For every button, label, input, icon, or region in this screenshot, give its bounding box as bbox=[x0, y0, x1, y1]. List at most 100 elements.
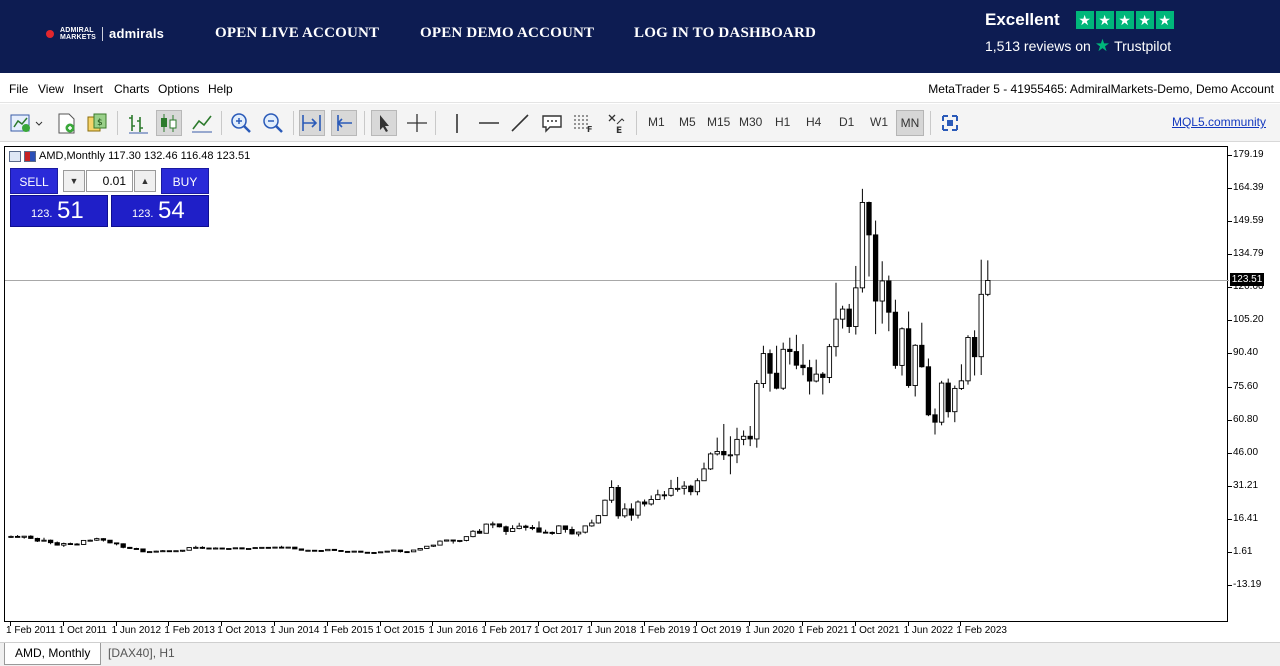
timeframe-d1[interactable]: D1 bbox=[839, 115, 855, 129]
fibonacci-button[interactable]: F bbox=[570, 110, 596, 136]
candle bbox=[305, 549, 311, 552]
timeframe-h4[interactable]: H4 bbox=[806, 115, 822, 129]
candle bbox=[358, 550, 364, 553]
timeframe-h1[interactable]: H1 bbox=[775, 115, 791, 129]
auto-scroll-button[interactable] bbox=[299, 110, 325, 136]
candle bbox=[734, 427, 740, 464]
objects-button[interactable]: E bbox=[603, 110, 629, 136]
candle bbox=[536, 521, 542, 533]
tab-dax40-h1[interactable]: [DAX40], H1 bbox=[108, 646, 175, 660]
candle bbox=[905, 311, 912, 388]
volume-input[interactable]: 0.01 bbox=[86, 170, 133, 192]
cursor-button[interactable] bbox=[371, 110, 397, 136]
text-label-button[interactable] bbox=[539, 110, 565, 136]
menu-options[interactable]: Options bbox=[158, 82, 200, 96]
candle bbox=[945, 378, 951, 418]
candle bbox=[186, 547, 192, 551]
date-axis-label: 1 Feb 2021 bbox=[798, 625, 849, 636]
price-tick bbox=[1228, 221, 1232, 223]
candle bbox=[740, 430, 747, 446]
trustpilot-brand: Trustpilot bbox=[1114, 38, 1172, 54]
price-axis-label: 120.00 bbox=[1233, 281, 1264, 293]
candle bbox=[925, 358, 932, 417]
zoom-in-button[interactable] bbox=[228, 110, 254, 136]
candle bbox=[54, 541, 60, 546]
mql5-community-link[interactable]: MQL5.community bbox=[1171, 115, 1266, 129]
candle bbox=[160, 550, 166, 553]
timeframe-m15[interactable]: M15 bbox=[707, 115, 731, 129]
buy-button[interactable]: BUY bbox=[161, 168, 209, 194]
date-axis-label: 1 Feb 2017 bbox=[481, 625, 532, 636]
line-chart-icon bbox=[192, 115, 212, 133]
candlestick-chart[interactable] bbox=[5, 147, 1229, 623]
chart-window[interactable]: AMD,Monthly 117.30 132.46 116.48 123.51 … bbox=[4, 146, 1280, 642]
trustpilot-widget[interactable]: Excellent ★ ★ ★ ★ ★ 1,513 reviews on ★ T… bbox=[985, 10, 1185, 56]
horizontal-line-button[interactable] bbox=[476, 110, 502, 136]
candle bbox=[932, 408, 938, 435]
candle bbox=[806, 359, 813, 395]
symbol-flag-icon bbox=[24, 150, 36, 162]
candle bbox=[635, 500, 641, 519]
date-tick bbox=[274, 622, 275, 626]
menu-file[interactable]: File bbox=[9, 82, 29, 96]
objects-icon: E bbox=[608, 114, 625, 134]
chart-shift-button[interactable] bbox=[331, 110, 357, 136]
candlestick-button[interactable] bbox=[156, 110, 182, 136]
timeframe-m5[interactable]: M5 bbox=[679, 115, 696, 129]
zoom-out-button[interactable] bbox=[260, 110, 286, 136]
menu-insert[interactable]: Insert bbox=[73, 82, 104, 96]
line-chart-button[interactable] bbox=[189, 110, 215, 136]
price-tick bbox=[1228, 585, 1232, 586]
date-axis-label: 1 Jun 2020 bbox=[745, 625, 795, 636]
date-axis-label: 1 Feb 2011 bbox=[6, 625, 56, 636]
timeframe-w1[interactable]: W1 bbox=[870, 115, 888, 129]
zoom-out-icon bbox=[263, 113, 283, 133]
candle bbox=[602, 499, 608, 517]
menu-charts[interactable]: Charts bbox=[114, 82, 150, 96]
candle bbox=[661, 491, 668, 500]
tab-amd-monthly[interactable]: AMD, Monthly bbox=[4, 643, 102, 665]
price-axis-label: 90.40 bbox=[1233, 347, 1259, 359]
admirals-logo[interactable]: ADMIRAL MARKETS admirals bbox=[46, 26, 164, 41]
bar-chart-button[interactable] bbox=[125, 110, 151, 136]
new-order-button[interactable] bbox=[53, 110, 79, 136]
candle bbox=[628, 503, 635, 521]
new-chart-button[interactable] bbox=[8, 110, 44, 136]
candle bbox=[529, 525, 536, 531]
candle bbox=[199, 546, 206, 549]
open-live-account-link[interactable]: OPEN LIVE ACCOUNT bbox=[215, 25, 380, 41]
volume-increase-button[interactable]: ▲ bbox=[134, 170, 156, 192]
date-axis-label: 1 Oct 2021 bbox=[850, 625, 900, 636]
trustpilot-reviews: 1,513 reviews on bbox=[985, 38, 1091, 54]
candle bbox=[483, 523, 489, 534]
date-axis-label: 1 Jun 2014 bbox=[270, 625, 320, 636]
candle bbox=[74, 543, 80, 546]
trendline-button[interactable] bbox=[507, 110, 533, 136]
price-axis-label: 164.39 bbox=[1233, 182, 1264, 194]
fullscreen-button[interactable] bbox=[937, 110, 963, 136]
login-dashboard-link[interactable]: LOG IN TO DASHBOARD bbox=[634, 25, 817, 41]
candle bbox=[351, 550, 357, 553]
logo-line-1: ADMIRAL bbox=[60, 26, 94, 34]
timeframe-m30[interactable]: M30 bbox=[739, 115, 763, 129]
chart-plot-area[interactable]: AMD,Monthly 117.30 132.46 116.48 123.51 … bbox=[4, 146, 1229, 623]
market-watch-button[interactable]: $ bbox=[84, 110, 110, 136]
crosshair-button[interactable] bbox=[404, 110, 430, 136]
candle bbox=[318, 550, 324, 552]
date-axis-label: 1 Jun 2012 bbox=[111, 625, 162, 636]
ask-price[interactable]: 123. 54 bbox=[111, 195, 209, 227]
candle bbox=[668, 479, 674, 497]
volume-decrease-button[interactable]: ▼ bbox=[63, 170, 85, 192]
menu-help[interactable]: Help bbox=[208, 82, 233, 96]
menu-view[interactable]: View bbox=[38, 82, 64, 96]
vertical-line-button[interactable] bbox=[444, 110, 470, 136]
sell-button[interactable]: SELL bbox=[10, 168, 58, 194]
timeframe-mn[interactable]: MN bbox=[896, 110, 924, 136]
candle bbox=[589, 519, 595, 527]
candle bbox=[179, 549, 186, 552]
bid-price[interactable]: 123. 51 bbox=[10, 195, 108, 227]
open-demo-account-link[interactable]: OPEN DEMO ACCOUNT bbox=[420, 25, 595, 41]
timeframe-m1[interactable]: M1 bbox=[648, 115, 665, 129]
candle bbox=[113, 542, 120, 546]
price-tick bbox=[1228, 551, 1232, 553]
